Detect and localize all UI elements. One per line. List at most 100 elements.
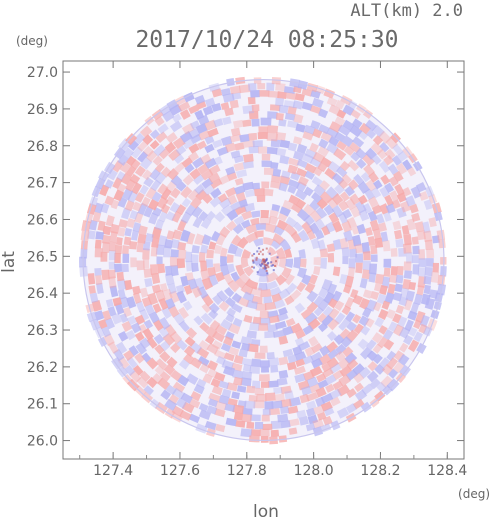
velocity-arc xyxy=(132,222,142,233)
velocity-arc xyxy=(336,140,347,151)
velocity-arc xyxy=(190,120,201,130)
velocity-arc xyxy=(142,240,151,251)
velocity-arc xyxy=(220,102,230,111)
velocity-arc xyxy=(127,315,137,326)
velocity-arc xyxy=(116,171,126,182)
velocity-arc xyxy=(399,200,411,213)
velocity-arc xyxy=(242,119,252,127)
velocity-arc xyxy=(165,211,176,222)
velocity-arc xyxy=(315,386,327,398)
velocity-arc xyxy=(94,310,105,321)
velocity-arc xyxy=(310,105,322,115)
velocity-arc xyxy=(366,350,378,362)
velocity-arc xyxy=(288,179,300,189)
velocity-arc xyxy=(159,351,171,363)
center-speckle xyxy=(264,259,267,262)
velocity-arc xyxy=(284,248,293,259)
velocity-arc xyxy=(303,186,314,197)
velocity-arc xyxy=(264,301,277,311)
velocity-arc xyxy=(284,273,296,286)
velocity-arc xyxy=(185,373,199,386)
velocity-arc xyxy=(380,174,391,185)
center-speckle xyxy=(255,258,258,261)
velocity-arc xyxy=(175,284,186,295)
velocity-arc xyxy=(351,118,363,129)
velocity-arc xyxy=(197,114,210,126)
y-tick-label: 26.0 xyxy=(27,434,58,450)
velocity-arc xyxy=(266,147,278,155)
velocity-arc xyxy=(268,408,281,416)
velocity-arc xyxy=(339,237,349,250)
velocity-arc xyxy=(304,282,316,294)
velocity-arc xyxy=(362,108,374,119)
velocity-arc xyxy=(383,211,392,222)
velocity-arc xyxy=(134,192,145,203)
velocity-arc xyxy=(270,286,282,297)
velocity-arc xyxy=(194,233,205,246)
velocity-arc xyxy=(139,287,149,298)
velocity-arc xyxy=(188,413,201,424)
velocity-arc xyxy=(84,213,94,224)
velocity-arc xyxy=(349,124,363,138)
velocity-arc xyxy=(119,313,129,323)
velocity-arc xyxy=(295,358,306,368)
velocity-arc xyxy=(218,197,232,210)
velocity-arc xyxy=(171,113,182,123)
velocity-arc xyxy=(107,269,116,279)
velocity-arc xyxy=(352,234,362,247)
velocity-arc xyxy=(349,248,358,258)
velocity-arc xyxy=(207,266,217,278)
velocity-arc xyxy=(354,382,364,393)
velocity-arc xyxy=(198,403,209,412)
velocity-arc xyxy=(301,88,313,97)
velocity-arc xyxy=(227,323,241,335)
velocity-arc xyxy=(151,191,163,203)
velocity-arc xyxy=(197,355,210,367)
velocity-arc xyxy=(294,93,305,102)
velocity-arc xyxy=(275,112,284,121)
velocity-arc xyxy=(365,179,378,192)
velocity-arc xyxy=(378,160,391,174)
velocity-arc xyxy=(223,352,235,362)
velocity-arc xyxy=(398,247,407,257)
velocity-arc xyxy=(192,216,203,229)
velocity-arc xyxy=(206,249,215,259)
velocity-arc xyxy=(161,306,172,319)
center-speckle xyxy=(258,247,261,250)
velocity-arc xyxy=(220,342,231,352)
x-tick-label: 127.8 xyxy=(227,463,267,479)
velocity-arc xyxy=(217,193,228,203)
velocity-arc xyxy=(210,178,223,189)
velocity-arc xyxy=(322,306,334,318)
velocity-arc xyxy=(148,311,160,324)
velocity-arc xyxy=(268,215,279,225)
velocity-arc xyxy=(112,177,123,190)
velocity-arc xyxy=(233,155,244,164)
y-tick-label: 26.5 xyxy=(27,249,58,265)
velocity-arc xyxy=(407,326,418,337)
velocity-arc xyxy=(129,240,138,250)
velocity-arc xyxy=(124,200,135,212)
velocity-arc xyxy=(206,342,220,355)
velocity-arc xyxy=(168,148,181,161)
velocity-arc xyxy=(347,239,356,250)
velocity-arc xyxy=(304,124,316,135)
velocity-arc xyxy=(220,204,234,217)
y-tick-label: 26.4 xyxy=(27,286,58,302)
velocity-arc xyxy=(210,230,221,242)
velocity-arc xyxy=(385,136,398,150)
velocity-arc xyxy=(296,409,307,419)
velocity-arc xyxy=(333,334,345,346)
velocity-arc xyxy=(222,92,235,103)
velocity-arc xyxy=(149,129,160,140)
velocity-arc xyxy=(415,182,427,193)
velocity-arc xyxy=(255,222,267,231)
velocity-arc xyxy=(183,345,196,357)
velocity-arc xyxy=(408,281,417,291)
velocity-arc xyxy=(167,283,178,295)
velocity-arc xyxy=(386,309,396,320)
velocity-arc xyxy=(322,415,333,426)
velocity-arc xyxy=(347,100,358,110)
velocity-arc xyxy=(244,278,259,290)
velocity-arc xyxy=(299,258,307,268)
